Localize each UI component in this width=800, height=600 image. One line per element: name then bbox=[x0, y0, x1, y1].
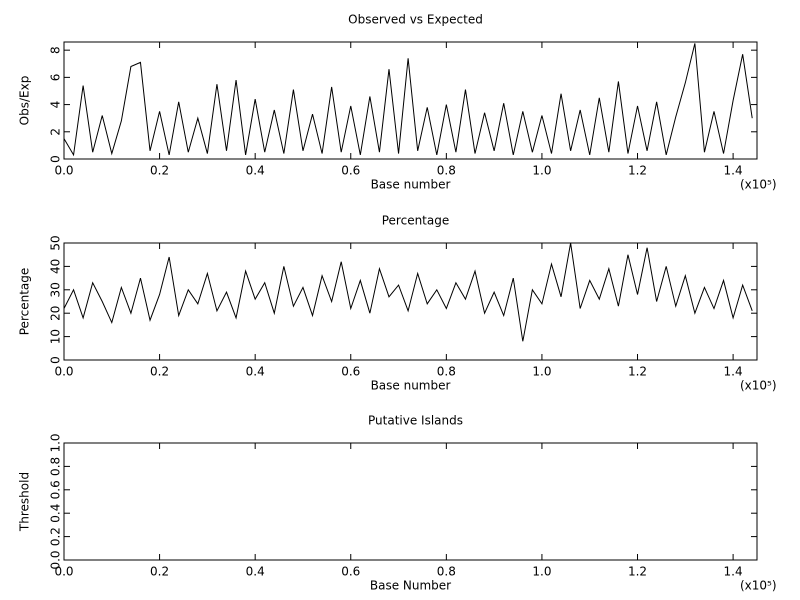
y-tick-label: 6 bbox=[49, 74, 63, 82]
x-tick-label: 1.2 bbox=[628, 565, 647, 579]
y-tick-label: 20 bbox=[49, 306, 63, 321]
x-tick-label: 0.2 bbox=[150, 565, 169, 579]
y-tick-label: 1.0 bbox=[49, 433, 63, 452]
chart-title: Putative Islands bbox=[368, 414, 463, 428]
plot-frame bbox=[63, 242, 758, 361]
x-tick-label: 1.0 bbox=[532, 565, 551, 579]
x-tick-label: 0.4 bbox=[246, 565, 265, 579]
x-multiplier: (x10⁵) bbox=[740, 579, 777, 593]
y-tick-label: 8 bbox=[49, 46, 63, 54]
x-tick-label: 0.0 bbox=[54, 365, 73, 379]
x-tick-label: 0.6 bbox=[341, 565, 360, 579]
y-tick-label: 0 bbox=[49, 356, 63, 364]
y-tick-label: 0.6 bbox=[49, 480, 63, 499]
x-tick-label: 1.0 bbox=[532, 164, 551, 178]
y-tick-label: 4 bbox=[49, 101, 63, 109]
y-tick-label: 30 bbox=[49, 282, 63, 297]
x-tick-label: 1.0 bbox=[532, 365, 551, 379]
x-tick-label: 0.2 bbox=[150, 164, 169, 178]
chart-title: Observed vs Expected bbox=[348, 13, 483, 27]
x-tick-label: 1.4 bbox=[724, 164, 743, 178]
x-tick-label: 0.4 bbox=[246, 164, 265, 178]
plot-frame bbox=[63, 442, 758, 561]
x-tick-label: 0.8 bbox=[437, 365, 456, 379]
y-tick-label: 2 bbox=[49, 128, 63, 136]
x-tick-label: 0.6 bbox=[341, 164, 360, 178]
x-axis-label: Base Number bbox=[370, 579, 451, 593]
x-tick-label: 0.2 bbox=[150, 365, 169, 379]
x-multiplier: (x10⁵) bbox=[740, 379, 777, 393]
y-tick-label: 0 bbox=[49, 155, 63, 163]
y-tick-label: 50 bbox=[49, 235, 63, 250]
chart-title: Percentage bbox=[382, 214, 450, 228]
x-tick-label: 0.8 bbox=[437, 565, 456, 579]
y-axis-label: Threshold bbox=[18, 472, 32, 532]
y-axis-label: Percentage bbox=[18, 268, 32, 336]
y-tick-label: 0.2 bbox=[49, 527, 63, 546]
x-tick-label: 1.2 bbox=[628, 164, 647, 178]
x-tick-label: 0.8 bbox=[437, 164, 456, 178]
x-tick-label: 0.0 bbox=[54, 565, 73, 579]
plot-frame bbox=[63, 41, 758, 160]
y-tick-label: 0.8 bbox=[49, 457, 63, 476]
data-line bbox=[63, 242, 753, 342]
x-tick-label: 1.4 bbox=[724, 565, 743, 579]
x-tick-label: 0.0 bbox=[54, 164, 73, 178]
x-axis-label: Base number bbox=[371, 178, 451, 192]
x-tick-label: 1.2 bbox=[628, 365, 647, 379]
y-tick-label: 10 bbox=[49, 329, 63, 344]
y-tick-label: 0.4 bbox=[49, 504, 63, 523]
data-line bbox=[63, 43, 753, 157]
x-axis-label: Base number bbox=[371, 379, 451, 393]
y-tick-label: 40 bbox=[49, 259, 63, 274]
x-tick-label: 1.4 bbox=[724, 365, 743, 379]
y-tick-label: 0.0 bbox=[49, 550, 63, 569]
x-multiplier: (x10⁵) bbox=[740, 178, 777, 192]
x-tick-label: 0.6 bbox=[341, 365, 360, 379]
y-axis-label: Obs/Exp bbox=[18, 76, 32, 126]
x-tick-label: 0.4 bbox=[246, 365, 265, 379]
